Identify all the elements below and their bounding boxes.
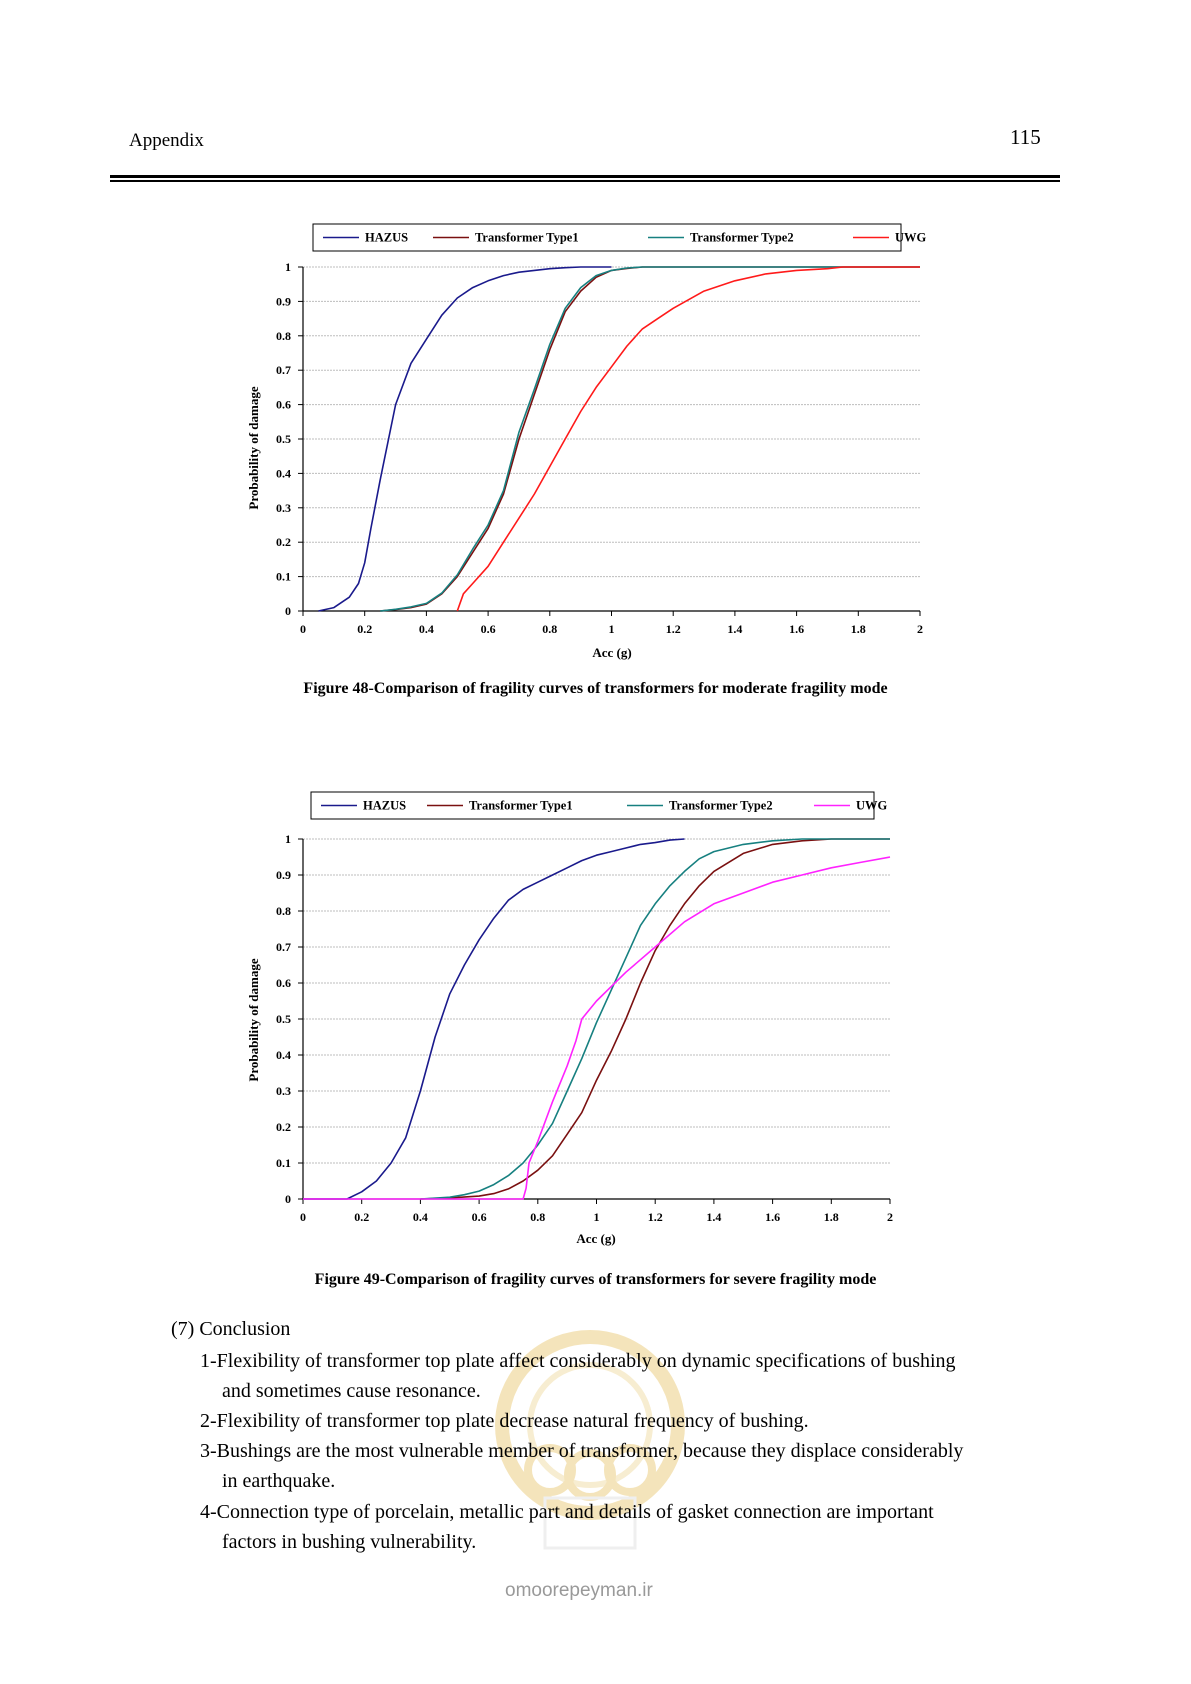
x-tick-label: 0.4: [413, 1210, 428, 1224]
x-tick-label: 0.8: [530, 1210, 545, 1224]
figure-48-chart: HAZUS Transformer Type1 Transformer Type2 U…: [246, 223, 927, 660]
series-line-uwg: [456, 266, 920, 612]
item-line: 2-Flexibility of transformer top plate d…: [200, 1410, 809, 1432]
watermark-seal-icon: [495, 1330, 685, 1550]
legend-box: [310, 791, 875, 820]
legend-label: Transformer Type2: [669, 799, 773, 813]
legend: HAZUS Transformer Type1 Transformer Type2 U…: [312, 223, 927, 252]
y-tick-label: 1: [285, 832, 291, 846]
series-line-hazus: [318, 266, 612, 612]
legend-label: Transformer Type1: [469, 799, 573, 813]
x-tick-label: 2: [887, 1210, 893, 1224]
conclusion-item-1: 1-Flexibility of transformer top plate a…: [200, 1346, 1056, 1406]
item-line: 3-Bushings are the most vulnerable membe…: [200, 1440, 964, 1462]
x-tick-label: 0.6: [481, 622, 496, 636]
section-heading: (7) Conclusion: [171, 1318, 291, 1340]
legend-label: UWG: [895, 231, 927, 245]
x-tick-label: 1.8: [851, 622, 866, 636]
page-number: 115: [1010, 125, 1041, 149]
y-tick-label: 0.1: [276, 1156, 291, 1170]
y-tick-label: 0.4: [276, 466, 291, 480]
x-tick-label: 0.2: [357, 622, 372, 636]
header-rule-thin: [110, 180, 1060, 182]
plot-area: 0 0.1 0.2 0.3 0.4 0.5 0.6 0.7 0.8 0.9 1 0 0.2 0.4 0.6 0…: [276, 260, 923, 636]
x-tick-label: 1.2: [666, 622, 681, 636]
series-line-uwg: [303, 856, 891, 1200]
series-line-transformer-type2: [420, 838, 890, 1200]
item-line: and sometimes cause resonance.: [222, 1380, 481, 1402]
legend-label: Transformer Type1: [475, 231, 579, 245]
x-tick-label: 2: [917, 622, 923, 636]
figure-48-caption: Figure 48-Comparison of fragility curves…: [303, 680, 888, 697]
x-axis-label: Acc (g): [576, 1231, 615, 1246]
y-tick-label: 0.3: [276, 1084, 291, 1098]
figure-49-chart: HAZUS Transformer Type1 Transformer Type2 U…: [246, 791, 893, 1246]
legend-label: HAZUS: [363, 799, 406, 813]
y-tick-label: 0.2: [276, 535, 291, 549]
y-tick-label: 0.3: [276, 501, 291, 515]
item-line: in earthquake.: [222, 1470, 336, 1492]
x-tick-label: 0.6: [472, 1210, 487, 1224]
x-axis-label: Acc (g): [592, 645, 631, 660]
x-tick-label: 1.2: [648, 1210, 663, 1224]
y-tick-label: 0.5: [276, 1012, 291, 1026]
y-tick-label: 0: [285, 1192, 291, 1206]
y-tick-label: 0.1: [276, 570, 291, 584]
y-axis-label: Probability of damage: [246, 958, 261, 1081]
y-tick-label: 0.2: [276, 1120, 291, 1134]
y-tick-label: 0.6: [276, 398, 291, 412]
y-tick-label: 0.9: [276, 294, 291, 308]
x-tick-label: 1.8: [824, 1210, 839, 1224]
item-line: 1-Flexibility of transformer top plate a…: [200, 1350, 956, 1372]
series-line-transformer-type1: [420, 838, 890, 1200]
series-line-transformer-type2: [380, 266, 920, 612]
series-line-hazus: [303, 838, 685, 1200]
legend-label: HAZUS: [365, 231, 408, 245]
y-tick-label: 0: [285, 604, 291, 618]
y-tick-label: 0.7: [276, 940, 291, 954]
y-tick-label: 0.7: [276, 363, 291, 377]
y-axis-label: Probability of damage: [246, 386, 261, 509]
y-tick-label: 0.8: [276, 329, 291, 343]
conclusion-item-4: 4-Connection type of porcelain, metallic…: [200, 1497, 1056, 1557]
x-tick-label: 1.6: [765, 1210, 780, 1224]
x-tick-label: 0: [300, 1210, 306, 1224]
y-tick-label: 0.5: [276, 432, 291, 446]
legend-label: Transformer Type2: [690, 231, 794, 245]
figure-49-caption: Figure 49-Comparison of fragility curves…: [314, 1271, 877, 1288]
legend-box: [312, 223, 902, 252]
y-tick-label: 1: [285, 260, 291, 274]
x-tick-label: 0: [300, 622, 306, 636]
conclusion-item-3: 3-Bushings are the most vulnerable membe…: [200, 1436, 1056, 1496]
x-tick-label: 1.6: [789, 622, 804, 636]
legend-label: UWG: [856, 799, 888, 813]
x-tick-label: 0.4: [419, 622, 434, 636]
watermark-text: omoorepeyman.ir: [505, 1580, 653, 1601]
x-tick-label: 1.4: [706, 1210, 721, 1224]
conclusion-item-2: 2-Flexibility of transformer top plate d…: [200, 1406, 1056, 1436]
item-line: 4-Connection type of porcelain, metallic…: [200, 1501, 934, 1523]
x-tick-label: 1.4: [727, 622, 742, 636]
y-tick-label: 0.8: [276, 904, 291, 918]
plot-area: 0 0.1 0.2 0.3 0.4 0.5 0.6 0.7 0.8 0.9 1 0 0.2 0.4 0.6 0…: [276, 832, 893, 1224]
y-tick-label: 0.9: [276, 868, 291, 882]
series-line-transformer-type1: [380, 266, 920, 612]
x-tick-label: 1: [594, 1210, 600, 1224]
x-tick-label: 0.8: [542, 622, 557, 636]
running-header: Appendix: [129, 130, 204, 151]
x-tick-label: 0.2: [354, 1210, 369, 1224]
y-tick-label: 0.6: [276, 976, 291, 990]
item-line: factors in bushing vulnerability.: [222, 1531, 477, 1553]
legend: HAZUS Transformer Type1 Transformer Type2 U…: [310, 791, 888, 820]
x-tick-label: 1: [609, 622, 615, 636]
header-rule-thick: [110, 175, 1060, 178]
y-tick-label: 0.4: [276, 1048, 291, 1062]
